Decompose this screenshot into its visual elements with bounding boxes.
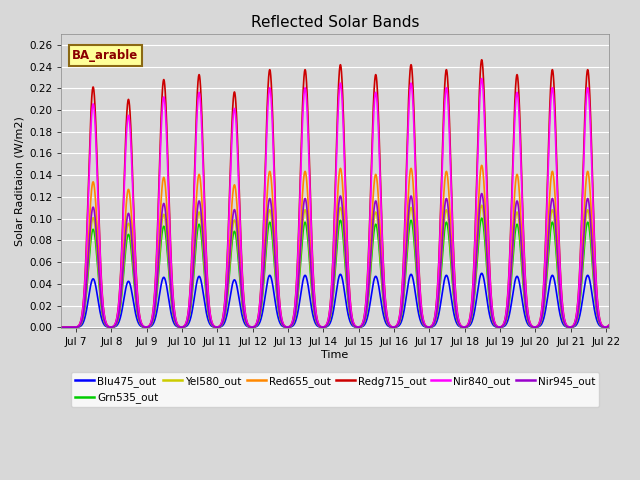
Blu475_out xyxy=(388,324,396,330)
Line: Grn535_out: Grn535_out xyxy=(61,218,609,327)
Grn535_out xyxy=(316,324,324,330)
Blu475_out xyxy=(409,275,417,281)
Blu475_out xyxy=(449,308,457,314)
Redg715_out xyxy=(449,244,457,250)
Line: Redg715_out: Redg715_out xyxy=(61,60,609,327)
Text: BA_arable: BA_arable xyxy=(72,49,138,62)
Nir945_out xyxy=(605,323,612,329)
Red655_out xyxy=(570,323,577,329)
Grn535_out xyxy=(449,292,457,298)
Redg715_out xyxy=(388,324,396,330)
Blu475_out xyxy=(58,324,65,330)
Grn535_out xyxy=(388,324,396,330)
Line: Yel580_out: Yel580_out xyxy=(61,205,609,327)
Redg715_out xyxy=(316,324,324,329)
Nir840_out xyxy=(478,76,486,82)
Nir840_out xyxy=(409,97,417,103)
Line: Nir840_out: Nir840_out xyxy=(61,79,609,327)
Yel580_out xyxy=(478,203,486,208)
Nir945_out xyxy=(570,324,577,329)
Red655_out xyxy=(605,323,612,329)
Yel580_out xyxy=(388,324,396,330)
Blu475_out xyxy=(478,270,486,276)
Nir945_out xyxy=(449,284,457,290)
Title: Reflected Solar Bands: Reflected Solar Bands xyxy=(251,15,419,30)
Grn535_out xyxy=(58,324,65,330)
X-axis label: Time: Time xyxy=(321,350,349,360)
Nir945_out xyxy=(388,324,396,330)
Red655_out xyxy=(388,324,396,330)
Redg715_out xyxy=(605,322,612,328)
Redg715_out xyxy=(570,323,577,328)
Grn535_out xyxy=(570,324,577,329)
Line: Red655_out: Red655_out xyxy=(61,166,609,327)
Nir945_out xyxy=(194,203,202,209)
Red655_out xyxy=(58,324,65,330)
Legend: Blu475_out, Grn535_out, Yel580_out, Red655_out, Redg715_out, Nir840_out, Nir945_: Blu475_out, Grn535_out, Yel580_out, Red6… xyxy=(71,372,599,407)
Blu475_out xyxy=(570,324,577,330)
Yel580_out xyxy=(58,324,65,330)
Red655_out xyxy=(409,177,417,182)
Nir945_out xyxy=(478,191,486,196)
Yel580_out xyxy=(449,288,457,294)
Yel580_out xyxy=(316,324,324,330)
Grn535_out xyxy=(409,225,417,231)
Nir945_out xyxy=(316,324,324,330)
Nir840_out xyxy=(58,324,65,330)
Nir840_out xyxy=(388,324,396,330)
Redg715_out xyxy=(58,324,65,330)
Nir840_out xyxy=(194,99,202,105)
Blu475_out xyxy=(194,276,202,281)
Red655_out xyxy=(316,324,324,330)
Red655_out xyxy=(449,276,457,282)
Redg715_out xyxy=(194,82,202,88)
Blu475_out xyxy=(605,324,612,330)
Nir840_out xyxy=(316,324,324,329)
Grn535_out xyxy=(605,324,612,329)
Blu475_out xyxy=(316,324,324,330)
Yel580_out xyxy=(605,324,612,329)
Yel580_out xyxy=(194,214,202,219)
Nir840_out xyxy=(605,322,612,328)
Grn535_out xyxy=(478,216,486,221)
Nir840_out xyxy=(570,323,577,328)
Grn535_out xyxy=(194,226,202,231)
Red655_out xyxy=(478,163,486,168)
Redg715_out xyxy=(409,81,417,86)
Nir945_out xyxy=(58,324,65,330)
Yel580_out xyxy=(570,324,577,329)
Nir840_out xyxy=(449,250,457,255)
Y-axis label: Solar Raditaion (W/m2): Solar Raditaion (W/m2) xyxy=(15,116,25,246)
Line: Blu475_out: Blu475_out xyxy=(61,273,609,327)
Line: Nir945_out: Nir945_out xyxy=(61,193,609,327)
Nir945_out xyxy=(409,203,417,208)
Redg715_out xyxy=(478,57,486,63)
Yel580_out xyxy=(409,213,417,219)
Red655_out xyxy=(194,178,202,183)
